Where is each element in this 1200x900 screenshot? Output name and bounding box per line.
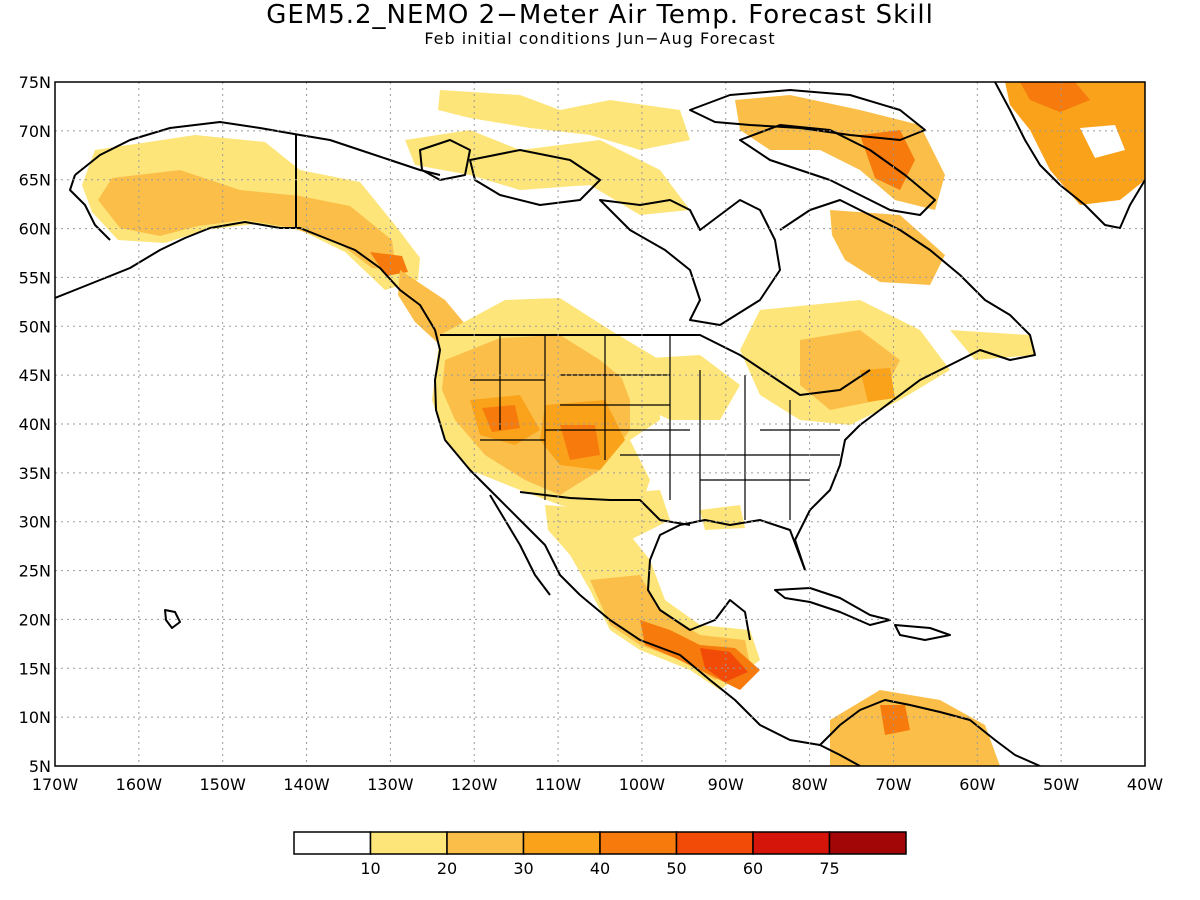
lon-tick-label: 40W	[1127, 775, 1163, 794]
skill-area-south-america-core	[880, 705, 910, 735]
lon-tick-label: 130W	[367, 775, 414, 794]
skill-area-central-america-core	[700, 648, 748, 682]
lat-tick-label: 50N	[19, 317, 51, 336]
lon-tick-label: 80W	[792, 775, 828, 794]
skill-area-greenland-core	[1020, 82, 1090, 112]
lon-axis: 170W 160W 150W 140W 130W 120W 110W 100W 90W 80W 70…	[32, 775, 1163, 794]
skill-area-baffin-core	[860, 130, 915, 190]
lat-tick-label: 70N	[19, 122, 51, 141]
coastline-hispaniola	[894, 624, 951, 641]
skill-area-south-america	[830, 690, 1000, 766]
coastline-gulf-of-mexico	[647, 519, 806, 641]
colorbar: 10 20 30 40 50 60 75	[293, 831, 907, 878]
skill-area-greenland	[1005, 82, 1145, 205]
lon-tick-label: 50W	[1043, 775, 1079, 794]
colorbar-swatch	[446, 831, 525, 855]
map-frame	[54, 81, 1146, 767]
colorbar-swatch	[293, 831, 372, 855]
coastline-alaska-north	[74, 121, 441, 176]
lat-tick-label: 5N	[29, 757, 51, 776]
coastline-banks-island	[419, 139, 471, 181]
skill-area-alaska-core	[98, 170, 396, 270]
skill-area-nevada-core	[482, 405, 520, 432]
colorbar-swatch	[369, 831, 448, 855]
coastline-victoria-island	[469, 149, 601, 206]
lat-tick-label: 30N	[19, 513, 51, 532]
skill-area-labrador	[830, 210, 945, 285]
colorbar-label: 60	[743, 859, 763, 878]
skill-area-arctic-north	[438, 90, 690, 150]
gridlines	[55, 82, 1145, 766]
lat-tick-label: 45N	[19, 366, 51, 385]
colorbar-swatch	[522, 831, 601, 855]
lat-tick-label: 75N	[19, 73, 51, 92]
lon-tick-label: 100W	[619, 775, 666, 794]
lat-tick-label: 55N	[19, 268, 51, 287]
coastline-baffin	[739, 124, 936, 216]
lat-axis: 75N 70N 65N 60N 55N 50N 45N 40N 35N 30N 25N 20N 15N 1…	[19, 73, 51, 776]
colorbar-swatch	[675, 831, 754, 855]
colorbar-label: 50	[666, 859, 686, 878]
lon-tick-label: 140W	[283, 775, 330, 794]
colorbar-label: 20	[437, 859, 457, 878]
lat-tick-label: 15N	[19, 659, 51, 678]
skill-area-alaska-coast	[370, 252, 408, 276]
lon-tick-label: 150W	[200, 775, 247, 794]
coastline-cuba	[774, 587, 891, 626]
coastline-labrador	[779, 199, 1036, 571]
skill-area-louisiana	[700, 505, 745, 530]
coastline-hudson-bay	[599, 199, 781, 326]
colorbar-label: 10	[360, 859, 380, 878]
map-title: GEM5.2_NEMO 2−Meter Air Temp. Forecast S…	[266, 0, 934, 30]
lat-tick-label: 35N	[19, 464, 51, 483]
skill-area-plains	[615, 355, 740, 420]
lon-tick-label: 90W	[708, 775, 744, 794]
colorbar-label: 30	[513, 859, 533, 878]
coastline-ellesmere	[689, 89, 926, 141]
skill-area-greenland-clear	[1080, 125, 1125, 158]
coastline-alaska-west	[69, 174, 111, 241]
lat-tick-label: 25N	[19, 562, 51, 581]
lat-tick-label: 20N	[19, 610, 51, 629]
lon-tick-label: 60W	[959, 775, 995, 794]
lon-tick-label: 70W	[875, 775, 911, 794]
lon-tick-label: 120W	[451, 775, 498, 794]
coastline-north-america	[55, 221, 861, 766]
lat-tick-label: 10N	[19, 708, 51, 727]
skill-area-arctic	[405, 130, 690, 215]
colorbar-swatch	[599, 831, 678, 855]
coastline-baja	[489, 494, 551, 596]
coastline-greenland	[994, 82, 1145, 229]
colorbar-swatch	[752, 831, 831, 855]
lat-tick-label: 40N	[19, 415, 51, 434]
lat-tick-label: 60N	[19, 220, 51, 239]
map-subtitle: Feb initial conditions Jun−Aug Forecast	[424, 29, 776, 48]
lon-tick-label: 170W	[32, 775, 79, 794]
skill-area-four-corners-core	[560, 425, 600, 460]
skill-area-maritimes	[950, 330, 1035, 360]
political-border-us-mexico	[519, 491, 691, 526]
skill-area-new-england	[860, 368, 895, 402]
lon-tick-label: 160W	[116, 775, 163, 794]
colorbar-label: 75	[819, 859, 839, 878]
land-outlines	[55, 82, 1145, 766]
lat-tick-label: 65N	[19, 171, 51, 190]
coastline-south-america	[819, 699, 1041, 766]
colorbar-swatch	[828, 831, 907, 855]
coastline-hawaii	[164, 609, 181, 629]
colorbar-label: 40	[590, 859, 610, 878]
lon-tick-label: 110W	[535, 775, 582, 794]
skill-area-baffin	[735, 95, 945, 210]
